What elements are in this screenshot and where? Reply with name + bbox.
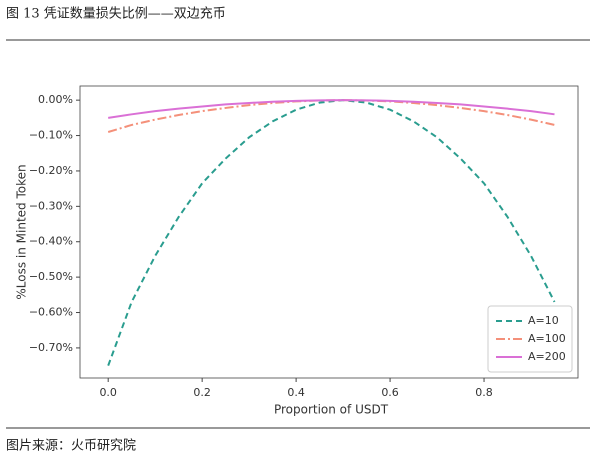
- y-tick-label: −0.40%: [29, 235, 73, 248]
- source: 图片来源：火币研究院: [6, 439, 136, 454]
- x-tick-label: 0.6: [381, 386, 399, 399]
- legend-box: [487, 305, 573, 373]
- series-line: [107, 99, 555, 133]
- x-tick-label: 0.8: [475, 386, 493, 399]
- y-tick-label: −0.50%: [29, 270, 73, 283]
- legend-label: A=100: [528, 332, 566, 345]
- y-tick-label: −0.60%: [29, 306, 73, 319]
- x-axis-label: Proportion of USDT: [274, 403, 389, 417]
- y-tick-label: −0.30%: [29, 199, 73, 212]
- y-tick-label: −0.10%: [29, 129, 73, 142]
- legend-label: A=200: [528, 350, 566, 363]
- y-tick-label: −0.20%: [29, 164, 73, 177]
- y-tick-label: 0.00%: [38, 93, 73, 106]
- x-tick-label: 0.4: [287, 386, 305, 399]
- series-line: [108, 99, 555, 119]
- plot-frame: [79, 85, 579, 379]
- legend-label: A=10: [528, 314, 559, 327]
- series-line: [107, 99, 556, 366]
- x-tick-label: 0.2: [193, 386, 211, 399]
- y-tick-label: −0.70%: [29, 341, 73, 354]
- x-tick-label: 0.0: [99, 386, 117, 399]
- figure-title: 图 13 凭证数量损失比例——双边充币: [6, 6, 226, 22]
- y-axis-label: %Loss in Minted Token: [15, 164, 29, 299]
